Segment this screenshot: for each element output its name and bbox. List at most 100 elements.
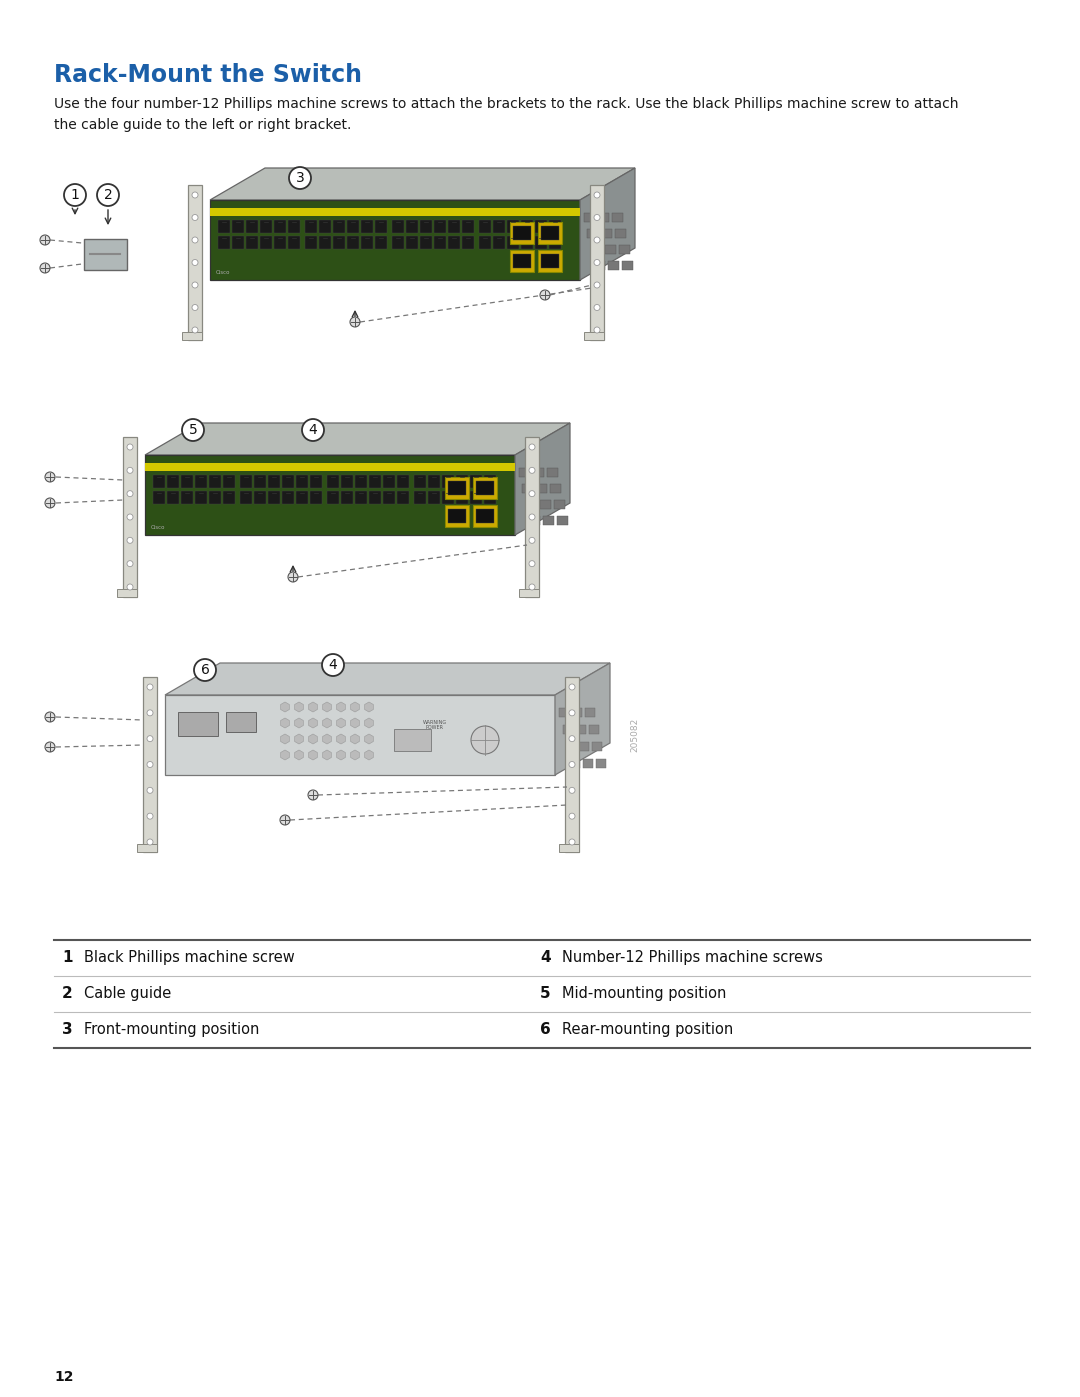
Bar	[448, 509, 465, 522]
Bar	[591, 244, 602, 254]
Bar	[525, 437, 539, 597]
FancyBboxPatch shape	[369, 490, 381, 504]
Bar	[602, 229, 612, 237]
Text: 6: 6	[201, 664, 210, 678]
Text: 1: 1	[62, 950, 72, 965]
Bar	[510, 250, 534, 272]
Circle shape	[45, 497, 55, 509]
Bar	[543, 515, 554, 525]
Text: 4: 4	[540, 950, 551, 965]
FancyBboxPatch shape	[492, 219, 505, 233]
Text: 4: 4	[309, 423, 318, 437]
Circle shape	[529, 444, 535, 450]
FancyBboxPatch shape	[434, 236, 446, 249]
Text: Number-12 Phillips machine screws: Number-12 Phillips machine screws	[562, 950, 823, 965]
Text: 3: 3	[296, 170, 305, 184]
FancyBboxPatch shape	[181, 490, 193, 504]
FancyBboxPatch shape	[397, 490, 409, 504]
FancyBboxPatch shape	[492, 236, 505, 249]
Bar	[584, 332, 604, 339]
FancyBboxPatch shape	[420, 236, 432, 249]
Circle shape	[45, 742, 55, 752]
Circle shape	[147, 761, 153, 767]
FancyBboxPatch shape	[218, 219, 230, 233]
Text: 5: 5	[540, 986, 551, 1002]
Bar	[519, 590, 539, 597]
Bar	[445, 476, 469, 499]
Bar	[548, 468, 558, 476]
Bar	[583, 759, 593, 768]
Text: Cable guide: Cable guide	[84, 986, 172, 1002]
Bar	[616, 229, 626, 237]
FancyBboxPatch shape	[254, 490, 266, 504]
Bar	[563, 725, 572, 733]
Bar	[551, 483, 562, 493]
FancyBboxPatch shape	[310, 490, 322, 504]
Bar	[572, 708, 582, 717]
FancyBboxPatch shape	[470, 475, 482, 488]
Bar	[588, 229, 598, 237]
FancyBboxPatch shape	[240, 475, 252, 488]
Circle shape	[594, 215, 600, 221]
FancyBboxPatch shape	[195, 490, 207, 504]
Polygon shape	[323, 718, 332, 728]
FancyBboxPatch shape	[414, 490, 426, 504]
FancyBboxPatch shape	[167, 475, 179, 488]
FancyBboxPatch shape	[406, 219, 418, 233]
FancyBboxPatch shape	[369, 475, 381, 488]
FancyBboxPatch shape	[246, 219, 258, 233]
Bar	[523, 483, 534, 493]
Polygon shape	[210, 168, 635, 200]
FancyBboxPatch shape	[296, 490, 308, 504]
Bar	[473, 504, 497, 527]
FancyBboxPatch shape	[375, 219, 387, 233]
Text: 1: 1	[70, 189, 80, 203]
FancyBboxPatch shape	[392, 236, 404, 249]
Polygon shape	[351, 718, 360, 728]
FancyBboxPatch shape	[361, 236, 373, 249]
FancyBboxPatch shape	[462, 219, 474, 233]
Circle shape	[192, 191, 198, 198]
FancyBboxPatch shape	[181, 475, 193, 488]
FancyBboxPatch shape	[167, 490, 179, 504]
Polygon shape	[555, 664, 610, 775]
Bar	[598, 212, 609, 222]
FancyBboxPatch shape	[333, 236, 345, 249]
FancyBboxPatch shape	[420, 219, 432, 233]
Polygon shape	[165, 694, 555, 775]
FancyBboxPatch shape	[288, 219, 300, 233]
Bar	[519, 468, 530, 476]
Bar	[559, 708, 569, 717]
Polygon shape	[281, 733, 289, 745]
FancyBboxPatch shape	[383, 475, 395, 488]
FancyBboxPatch shape	[480, 219, 491, 233]
FancyBboxPatch shape	[210, 475, 221, 488]
Circle shape	[569, 840, 575, 845]
Polygon shape	[145, 423, 570, 455]
Circle shape	[569, 788, 575, 793]
FancyBboxPatch shape	[327, 475, 339, 488]
Circle shape	[594, 282, 600, 288]
Text: Mid-mounting position: Mid-mounting position	[562, 986, 727, 1002]
FancyBboxPatch shape	[462, 236, 474, 249]
Text: Cisco: Cisco	[151, 525, 165, 529]
FancyBboxPatch shape	[288, 236, 300, 249]
Circle shape	[594, 305, 600, 310]
Circle shape	[569, 710, 575, 715]
FancyBboxPatch shape	[254, 475, 266, 488]
Bar	[567, 742, 577, 752]
FancyBboxPatch shape	[392, 219, 404, 233]
Circle shape	[529, 584, 535, 590]
Bar	[576, 725, 585, 733]
Text: WARNING
POWER: WARNING POWER	[423, 719, 447, 731]
Polygon shape	[145, 455, 515, 535]
Polygon shape	[365, 733, 374, 745]
FancyBboxPatch shape	[448, 219, 460, 233]
Text: Black Phillips machine screw: Black Phillips machine screw	[84, 950, 295, 965]
Bar	[565, 678, 579, 852]
Circle shape	[594, 327, 600, 332]
FancyBboxPatch shape	[480, 236, 491, 249]
FancyBboxPatch shape	[507, 219, 519, 233]
FancyBboxPatch shape	[195, 475, 207, 488]
FancyBboxPatch shape	[222, 490, 235, 504]
